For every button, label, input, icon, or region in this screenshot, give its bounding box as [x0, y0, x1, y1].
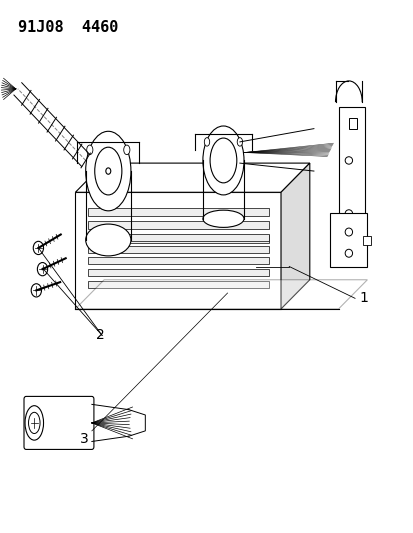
Polygon shape	[75, 280, 366, 309]
FancyBboxPatch shape	[88, 281, 268, 288]
Ellipse shape	[37, 263, 47, 276]
FancyBboxPatch shape	[75, 192, 280, 309]
FancyBboxPatch shape	[88, 234, 268, 241]
Ellipse shape	[85, 131, 131, 211]
Ellipse shape	[344, 228, 352, 236]
FancyBboxPatch shape	[88, 257, 268, 264]
FancyBboxPatch shape	[88, 269, 268, 276]
FancyBboxPatch shape	[338, 108, 364, 240]
FancyBboxPatch shape	[88, 208, 268, 216]
Ellipse shape	[33, 241, 43, 255]
FancyBboxPatch shape	[88, 246, 268, 253]
FancyBboxPatch shape	[88, 221, 268, 229]
Ellipse shape	[85, 224, 131, 256]
Ellipse shape	[344, 249, 352, 257]
Ellipse shape	[86, 145, 93, 155]
FancyBboxPatch shape	[330, 214, 366, 266]
Ellipse shape	[25, 406, 43, 440]
Text: 1: 1	[358, 292, 367, 305]
Ellipse shape	[202, 126, 243, 195]
FancyBboxPatch shape	[88, 235, 268, 243]
Ellipse shape	[95, 147, 121, 195]
Polygon shape	[75, 163, 309, 192]
FancyBboxPatch shape	[24, 397, 94, 449]
Ellipse shape	[209, 138, 236, 183]
Ellipse shape	[344, 210, 352, 217]
Ellipse shape	[237, 138, 242, 146]
Text: 2: 2	[96, 328, 104, 342]
Ellipse shape	[28, 413, 40, 433]
FancyBboxPatch shape	[348, 118, 356, 128]
FancyBboxPatch shape	[362, 236, 370, 245]
Ellipse shape	[204, 138, 209, 146]
Polygon shape	[280, 163, 309, 309]
Text: 91J08  4460: 91J08 4460	[18, 20, 118, 35]
Text: 3: 3	[79, 432, 88, 446]
Ellipse shape	[106, 168, 111, 174]
Ellipse shape	[123, 145, 130, 155]
Ellipse shape	[344, 157, 352, 164]
Ellipse shape	[202, 210, 243, 228]
Ellipse shape	[31, 284, 41, 297]
